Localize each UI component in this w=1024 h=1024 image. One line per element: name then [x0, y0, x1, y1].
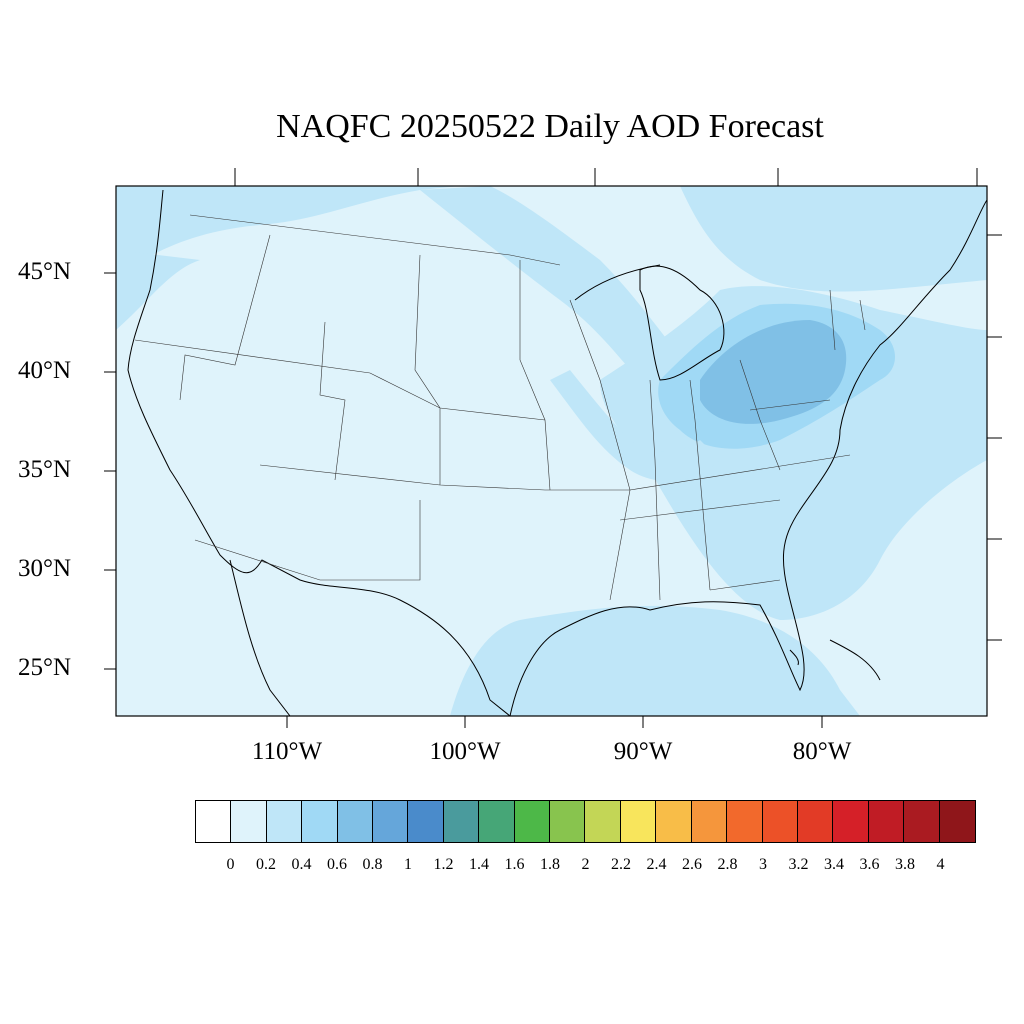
tick-marks [104, 168, 1002, 728]
lat-label-45n: 45°N [18, 258, 72, 285]
colorbar-swatch [231, 801, 267, 842]
map-frame [115, 185, 988, 717]
aod-region [550, 370, 720, 481]
colorbar-label: 0 [226, 856, 235, 873]
colorbar-label: 3.8 [895, 856, 915, 873]
colorbar-label: 3 [759, 856, 767, 873]
colorbar [195, 800, 976, 843]
colorbar-label: 0.4 [291, 856, 312, 873]
colorbar-swatch [196, 801, 232, 842]
colorbar-swatch [656, 801, 692, 842]
colorbar-label: 1.2 [433, 856, 454, 873]
colorbar-label: 2.2 [611, 856, 631, 873]
colorbar-label: 1.6 [504, 856, 525, 873]
colorbar-swatch [302, 801, 338, 842]
colorbar-swatch [550, 801, 586, 842]
colorbar-label: 3.4 [824, 856, 844, 873]
aod-region [116, 186, 460, 280]
lat-label-25n: 25°N [18, 654, 72, 681]
colorbar-label: 1 [404, 856, 412, 873]
colorbar-label: 0.6 [327, 856, 347, 873]
lon-label-80w: 80°W [792, 738, 852, 765]
aod-region [116, 250, 200, 330]
colorbar-swatch [514, 801, 551, 842]
colorbar-label: 2.6 [682, 856, 702, 873]
colorbar-label: 1.8 [540, 856, 560, 873]
colorbar-swatch [373, 801, 409, 842]
colorbar-swatch [585, 801, 621, 842]
colorbar-labels: 0 0.2 0.4 0.6 0.8 1 1.2 1.4 1.6 1.8 2 2.2 2.4 2.6 2.8 3… [0, 856, 1024, 880]
lon-label-110w: 110°W [251, 738, 323, 765]
aod-region [420, 186, 690, 380]
state-lines [134, 214, 866, 601]
colorbar-swatch [727, 801, 763, 842]
colorbar-label: 0.2 [256, 856, 276, 873]
aod-region [680, 186, 987, 292]
colorbar-swatch [939, 801, 975, 842]
lat-label-30n: 30°N [18, 555, 72, 582]
colorbar-swatch [408, 801, 444, 842]
colorbar-label: 2.8 [717, 856, 738, 873]
colorbar-swatch [762, 801, 798, 842]
lat-label-40n: 40°N [18, 357, 72, 384]
lon-label-100w: 100°W [429, 738, 501, 765]
lon-label-90w: 90°W [613, 738, 673, 765]
colorbar-swatch [797, 801, 834, 842]
aod-region [700, 320, 847, 424]
colorbar-swatch [904, 801, 940, 842]
colorbar-swatch [266, 801, 303, 842]
colorbar-label: 4 [936, 856, 945, 873]
colorbar-swatch [443, 801, 480, 842]
aod-field [116, 186, 987, 716]
colorbar-label: 2 [581, 856, 590, 873]
colorbar-swatch [479, 801, 515, 842]
map-title: NAQFC 20250522 Daily AOD Forecast [276, 108, 824, 145]
colorbar-swatch [833, 801, 869, 842]
colorbar-swatch [337, 801, 374, 842]
colorbar-label: 0.8 [362, 856, 383, 873]
colorbar-label: 3.6 [859, 856, 880, 873]
colorbar-label: 2.4 [646, 856, 667, 873]
colorbar-swatch [691, 801, 728, 842]
colorbar-swatch [868, 801, 905, 842]
colorbar-swatch [620, 801, 657, 842]
aod-region [450, 605, 860, 716]
lat-label-35n: 35°N [18, 456, 72, 483]
coastline [127, 189, 987, 716]
colorbar-label: 3.2 [788, 856, 809, 873]
colorbar-label: 1.4 [469, 856, 489, 873]
